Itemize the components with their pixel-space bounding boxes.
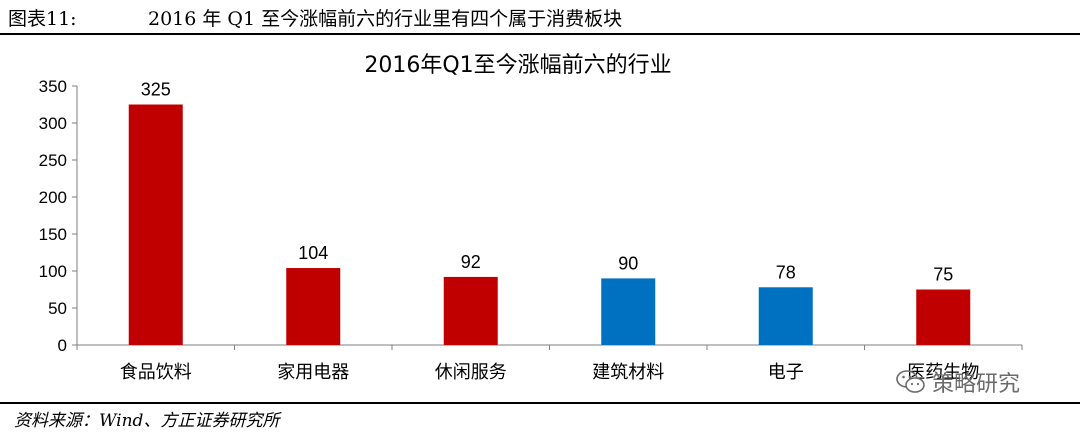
bar bbox=[601, 278, 656, 345]
data-label: 104 bbox=[298, 243, 328, 263]
watermark: 策略研究 bbox=[896, 366, 1020, 398]
y-tick-label: 350 bbox=[39, 77, 67, 96]
category-label: 食品饮料 bbox=[120, 362, 192, 383]
bar bbox=[443, 276, 498, 345]
y-tick-label: 100 bbox=[39, 262, 67, 281]
category-label: 休闲服务 bbox=[435, 362, 507, 383]
data-label: 75 bbox=[933, 265, 953, 285]
figure-caption-text: 2016 年 Q1 至今涨幅前六的行业里有四个属于消费板块 bbox=[148, 7, 623, 30]
y-tick-label: 200 bbox=[39, 188, 67, 207]
watermark-text: 策略研究 bbox=[932, 372, 1021, 397]
figure-number: 图表11: bbox=[8, 7, 77, 30]
y-tick-label: 0 bbox=[58, 336, 67, 355]
wechat-icon bbox=[896, 370, 925, 393]
category-label: 建筑材料 bbox=[592, 362, 664, 383]
top-rule bbox=[0, 33, 1080, 35]
data-label: 90 bbox=[618, 253, 638, 273]
data-label: 78 bbox=[776, 262, 796, 282]
figure-caption: 图表11: 2016 年 Q1 至今涨幅前六的行业里有四个属于消费板块 bbox=[8, 4, 1072, 30]
y-tick-label: 150 bbox=[39, 225, 67, 244]
data-label: 92 bbox=[461, 252, 481, 272]
axes: 0 50 100 150 200 250 300 350 bbox=[39, 77, 1023, 355]
data-label: 325 bbox=[141, 80, 171, 100]
bar bbox=[916, 289, 971, 345]
bars: 325 食品饮料 104 家用电器 92 休闲服务 90 建筑材料 78 电子 75 医药生物 bbox=[120, 80, 980, 384]
y-tick-label: 300 bbox=[39, 114, 67, 133]
bar bbox=[286, 268, 341, 345]
category-label: 医药生物 bbox=[907, 362, 979, 383]
bar bbox=[758, 287, 813, 345]
y-tick-label: 50 bbox=[48, 299, 67, 318]
source-note: 资料来源：Wind、方正证券研究所 bbox=[14, 411, 280, 431]
bottom-rule bbox=[0, 402, 1080, 404]
category-label: 家用电器 bbox=[277, 362, 349, 383]
bar bbox=[128, 104, 183, 345]
y-tick-label: 250 bbox=[39, 151, 67, 170]
category-label: 电子 bbox=[768, 362, 804, 383]
chart-title: 2016年Q1至今涨幅前六的行业 bbox=[364, 53, 671, 78]
